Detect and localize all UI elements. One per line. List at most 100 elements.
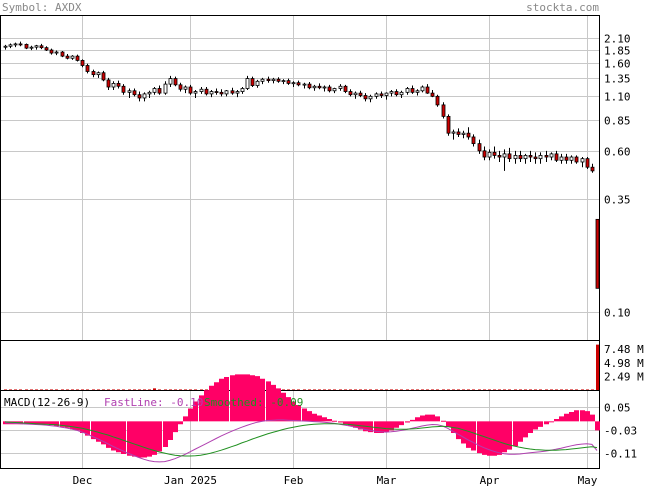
candle: [260, 77, 265, 85]
candle: [183, 85, 188, 94]
volume-bar: [354, 389, 357, 390]
volume-bar: [467, 389, 470, 390]
volume-bar: [61, 389, 64, 390]
candle-body-up: [245, 78, 250, 89]
macd-histogram-bar: [199, 395, 204, 422]
macd-histogram-bar: [281, 392, 286, 422]
volume-bar: [555, 389, 558, 390]
candle-body-down: [343, 85, 348, 92]
macd-histogram-bar: [204, 390, 209, 422]
candle-body-up: [332, 88, 337, 92]
volume-bar: [508, 389, 511, 390]
candle-body-down: [157, 88, 162, 94]
macd-histogram-bar: [549, 421, 554, 423]
volume-bar: [359, 389, 362, 390]
macd-histogram-bar: [338, 421, 343, 423]
candle: [199, 87, 204, 94]
volume-bar: [194, 389, 197, 390]
candle: [255, 79, 260, 88]
candle: [471, 134, 476, 147]
symbol-label: Symbol: AXDX: [2, 1, 82, 14]
candle: [538, 152, 543, 164]
volume-bar: [102, 389, 105, 390]
candle: [379, 91, 384, 98]
candle: [554, 150, 559, 162]
macd-histogram-bar: [564, 413, 569, 422]
candle-body-down: [307, 83, 312, 89]
volume-bar: [66, 389, 69, 390]
candle-body-up: [312, 85, 317, 89]
price-tick-label: 2.10: [604, 33, 631, 46]
candle: [544, 150, 549, 162]
macd-histogram-bar: [80, 421, 85, 433]
candle: [266, 76, 271, 83]
volume-bar: [184, 389, 187, 390]
volume-bar: [313, 389, 316, 390]
macd-histogram-bar: [585, 411, 590, 422]
candle: [80, 59, 85, 68]
candle: [91, 69, 96, 78]
candle-body-down: [188, 86, 193, 94]
candle-body-up: [163, 83, 168, 94]
candle: [214, 88, 219, 95]
macd-histogram-bar: [353, 421, 358, 428]
month-label: Dec: [73, 474, 93, 486]
macd-histogram-bar: [430, 414, 435, 422]
macd-histogram-bar: [302, 408, 307, 422]
macd-histogram-bar: [137, 421, 142, 458]
volume-bar: [76, 389, 79, 390]
volume-bar: [395, 389, 398, 390]
macd-histogram-bar: [482, 421, 487, 455]
candle-body-up: [420, 86, 425, 92]
macd-histogram-bar: [317, 415, 322, 422]
candle: [559, 153, 564, 164]
macd-histogram-bar: [39, 421, 44, 425]
candle: [44, 46, 49, 52]
candle: [142, 92, 147, 102]
macd-histogram-bar: [554, 419, 559, 422]
candle-body-up: [451, 131, 456, 134]
volume-bar: [92, 389, 95, 390]
candle-body-down: [106, 79, 111, 88]
macd-histogram-bar: [29, 421, 34, 425]
candle: [358, 90, 363, 98]
macd-histogram-bar: [91, 421, 96, 440]
candle-body-up: [302, 83, 307, 86]
macd-histogram-bar: [528, 421, 533, 433]
macd-fast-line: [4, 419, 598, 463]
candle: [111, 81, 116, 91]
candle: [363, 93, 368, 102]
macd-smoothed-line: [4, 421, 598, 457]
macd-axis-labels: 0.05 -0.03 -0.11: [604, 402, 637, 461]
volume-bar: [344, 389, 347, 390]
candle-body-down: [173, 78, 178, 86]
macd-histogram-bar: [106, 421, 111, 448]
candle-body-down: [327, 86, 332, 92]
candlestick-series: [3, 41, 600, 289]
price-tick-label: 1.35: [604, 73, 631, 86]
candle-body-up: [415, 90, 420, 93]
candle-body-up: [209, 91, 214, 95]
volume-bar: [524, 389, 527, 390]
volume-bar: [25, 389, 28, 390]
volume-bar: [86, 389, 89, 390]
candle: [163, 81, 168, 95]
site-label: stockta.com: [526, 1, 599, 14]
macd-histogram-bar: [250, 375, 255, 422]
candle: [595, 218, 600, 289]
macd-histogram-bar: [168, 421, 173, 440]
macd-histogram-bar: [116, 421, 121, 453]
candle-body-down: [101, 72, 106, 81]
candle: [399, 90, 404, 98]
macd-histogram-bar: [230, 375, 235, 422]
macd-smoothed-label: Smoothed: -0.09: [204, 396, 303, 409]
candle: [451, 129, 456, 140]
macd-histogram-bar: [410, 419, 415, 422]
macd-histogram-bar: [332, 420, 337, 422]
candle-body-down: [358, 92, 363, 96]
volume-bar: [30, 389, 33, 390]
candle-body-down: [533, 156, 538, 160]
volume-bar: [303, 389, 306, 390]
candle: [590, 163, 595, 173]
